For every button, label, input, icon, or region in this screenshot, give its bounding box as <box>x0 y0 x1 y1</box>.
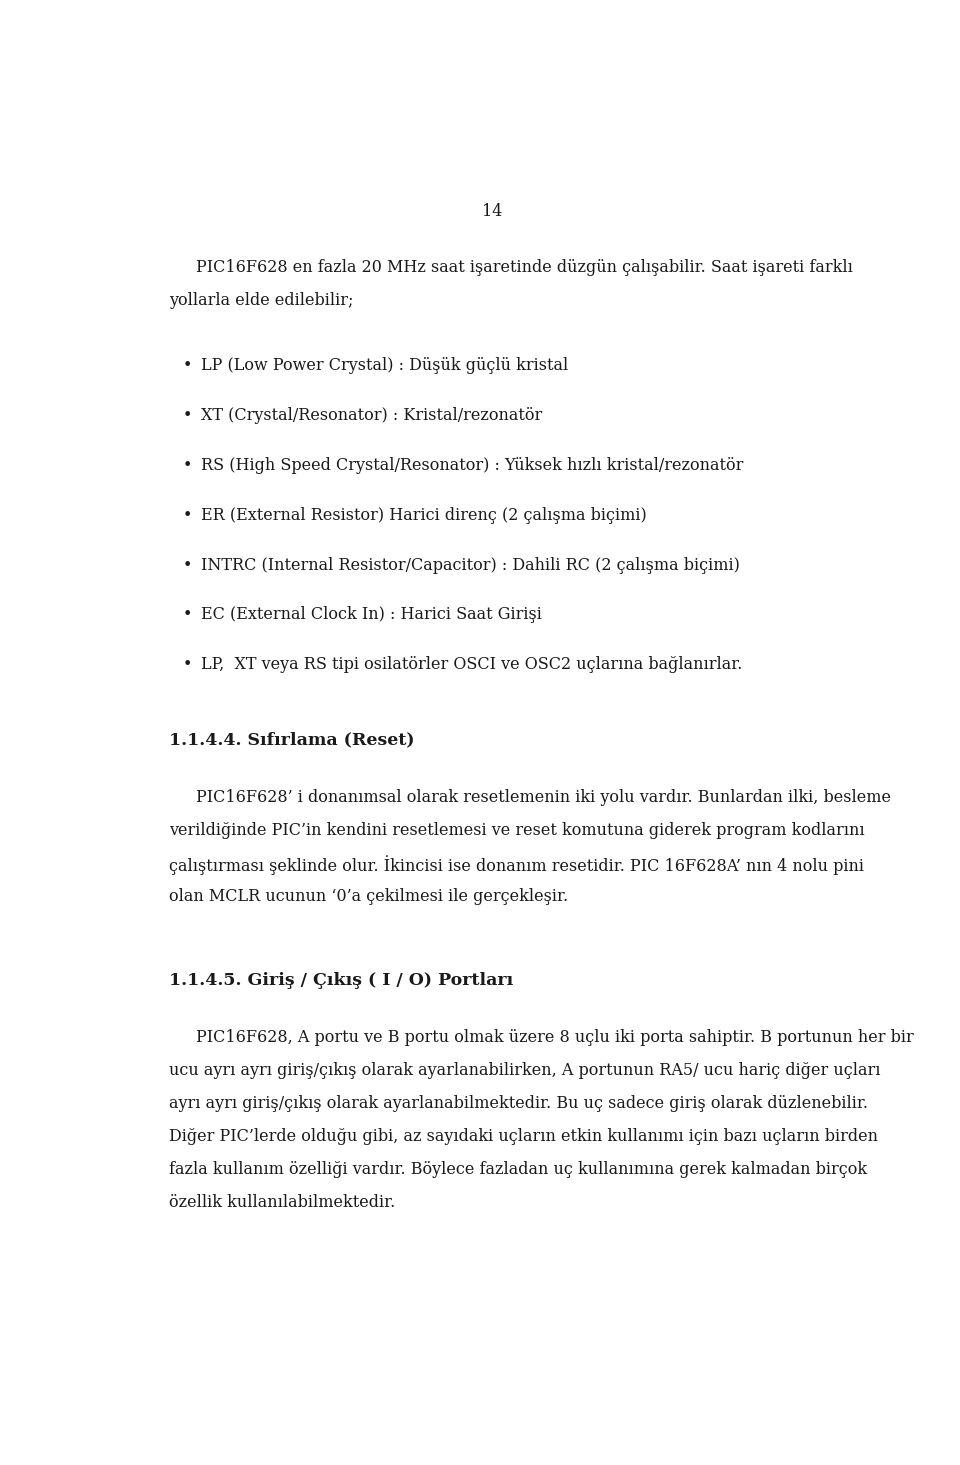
Text: verildiğinde PIC’in kendini resetlemesi ve reset komutuna giderek program kodlar: verildiğinde PIC’in kendini resetlemesi … <box>169 822 864 839</box>
Text: çalıştırması şeklinde olur. İkincisi ise donanım resetidir. PIC 16F628A’ nın 4 n: çalıştırması şeklinde olur. İkincisi ise… <box>169 856 864 875</box>
Text: 14: 14 <box>482 202 502 220</box>
Text: •: • <box>182 457 192 475</box>
Text: ER (External Resistor) Harici direnç (2 çalışma biçimi): ER (External Resistor) Harici direnç (2 … <box>202 507 647 524</box>
Text: ucu ayrı ayrı giriş/çıkış olarak ayarlanabilirken, A portunun RA5/ ucu hariç diğ: ucu ayrı ayrı giriş/çıkış olarak ayarlan… <box>169 1062 880 1080</box>
Text: •: • <box>182 357 192 375</box>
Text: LP (Low Power Crystal) : Düşük güçlü kristal: LP (Low Power Crystal) : Düşük güçlü kri… <box>202 357 568 375</box>
Text: olan MCLR ucunun ‘0’a çekilmesi ile gerçekleşir.: olan MCLR ucunun ‘0’a çekilmesi ile gerç… <box>169 888 568 905</box>
Text: ayrı ayrı giriş/çıkış olarak ayarlanabilmektedir. Bu uç sadece giriş olarak düzl: ayrı ayrı giriş/çıkış olarak ayarlanabil… <box>169 1096 868 1112</box>
Text: EC (External Clock In) : Harici Saat Girişi: EC (External Clock In) : Harici Saat Gir… <box>202 607 542 623</box>
Text: yollarla elde edilebilir;: yollarla elde edilebilir; <box>169 292 353 309</box>
Text: PIC16F628, A portu ve B portu olmak üzere 8 uçlu iki porta sahiptir. B portunun : PIC16F628, A portu ve B portu olmak üzer… <box>196 1030 914 1046</box>
Text: fazla kullanım özelliği vardır. Böylece fazladan uç kullanımına gerek kalmadan b: fazla kullanım özelliği vardır. Böylece … <box>169 1162 867 1178</box>
Text: •: • <box>182 507 192 524</box>
Text: 1.1.4.5. Giriş / Çıkış ( I / O) Portları: 1.1.4.5. Giriş / Çıkış ( I / O) Portları <box>169 971 513 989</box>
Text: XT (Crystal/Resonator) : Kristal/rezonatör: XT (Crystal/Resonator) : Kristal/rezonat… <box>202 407 542 425</box>
Text: INTRC (Internal Resistor/Capacitor) : Dahili RC (2 çalışma biçimi): INTRC (Internal Resistor/Capacitor) : Da… <box>202 557 740 574</box>
Text: özellik kullanılabilmektedir.: özellik kullanılabilmektedir. <box>169 1194 396 1212</box>
Text: PIC16F628’ i donanımsal olarak resetlemenin iki yolu vardır. Bunlardan ilki, bes: PIC16F628’ i donanımsal olarak resetleme… <box>196 790 891 806</box>
Text: LP,  XT veya RS tipi osilatörler OSCI ve OSC2 uçlarına bağlanırlar.: LP, XT veya RS tipi osilatörler OSCI ve … <box>202 656 743 672</box>
Text: Diğer PIC’lerde olduğu gibi, az sayıdaki uçların etkin kullanımı için bazı uçlar: Diğer PIC’lerde olduğu gibi, az sayıdaki… <box>169 1128 877 1146</box>
Text: •: • <box>182 557 192 574</box>
Text: PIC16F628 en fazla 20 MHz saat işaretinde düzgün çalışabilir. Saat işareti farkl: PIC16F628 en fazla 20 MHz saat işaretind… <box>196 259 852 275</box>
Text: •: • <box>182 407 192 425</box>
Text: •: • <box>182 607 192 623</box>
Text: RS (High Speed Crystal/Resonator) : Yüksek hızlı kristal/rezonatör: RS (High Speed Crystal/Resonator) : Yüks… <box>202 457 744 475</box>
Text: •: • <box>182 656 192 672</box>
Text: 1.1.4.4. Sıfırlama (Reset): 1.1.4.4. Sıfırlama (Reset) <box>169 731 415 749</box>
